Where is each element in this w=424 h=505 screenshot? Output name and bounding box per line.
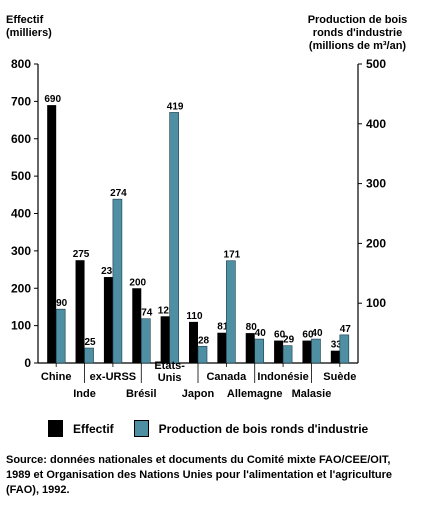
- data-label-effectif: 81: [217, 322, 229, 333]
- bar-effectif: [160, 316, 170, 363]
- left-tick-label: 700: [11, 94, 31, 108]
- legend-swatch-production: [133, 420, 149, 437]
- right-tick-label: 500: [366, 57, 386, 71]
- bar-effectif: [47, 105, 57, 364]
- left-tick-label: 800: [11, 57, 31, 71]
- bar-production: [169, 112, 179, 364]
- bar-effectif: [132, 288, 142, 363]
- bar-production: [140, 318, 151, 364]
- right-axis-title-line1: Production de bois: [307, 14, 408, 26]
- data-label-production: 29: [283, 335, 295, 346]
- bar-effectif: [245, 333, 255, 363]
- source-note: Source: données nationales et documents …: [6, 454, 393, 496]
- data-label-effectif: 110: [186, 311, 203, 322]
- legend-item-effectif: Effectif: [48, 420, 114, 437]
- bar-production: [226, 260, 236, 364]
- data-label-effectif: 200: [129, 277, 146, 288]
- bar-chart: 0 100 200 300 400 500 600 700 800 100 200 300 400 500…: [11, 57, 386, 400]
- category-label: Canada: [206, 371, 247, 383]
- data-label-effectif: 60: [302, 330, 314, 341]
- right-axis-title-line2: ronds d'industrie: [312, 27, 403, 39]
- left-axis-title-line1: Effectif: [6, 14, 44, 26]
- category-label: Indonésie: [257, 371, 308, 383]
- bar-production: [339, 334, 350, 364]
- category-label: Allemagne: [227, 388, 283, 400]
- right-tick-label: 300: [366, 177, 386, 191]
- right-tick-label: 400: [366, 117, 386, 131]
- data-label-effectif: 60: [274, 330, 286, 341]
- data-label-production: 274: [110, 188, 127, 199]
- category-label: Japon: [182, 388, 215, 400]
- bar-effectif: [302, 340, 312, 363]
- bar-production: [282, 345, 293, 364]
- category-label: Inde: [73, 388, 96, 400]
- bar-production: [254, 338, 265, 364]
- bar-production: [197, 345, 208, 364]
- legend-item-production: Production de bois ronds d'industrie: [133, 420, 369, 437]
- category-label: Malasie: [292, 388, 332, 400]
- category-label: Chine: [41, 371, 72, 383]
- left-tick-label: 300: [11, 244, 31, 258]
- data-label-effectif: 33: [331, 340, 343, 351]
- bar-effectif: [330, 350, 340, 363]
- bar-effectif: [274, 340, 284, 363]
- data-label-effectif: 125: [158, 305, 175, 316]
- category-label: Brésil: [126, 388, 157, 400]
- left-tick-label: 600: [11, 132, 31, 146]
- legend-swatch-effectif: [48, 420, 63, 437]
- data-label-production: 419: [167, 101, 184, 112]
- data-label-production: 40: [311, 328, 323, 339]
- bar-production: [112, 198, 123, 364]
- data-label-production: 90: [56, 298, 68, 309]
- data-label-production: 25: [84, 337, 96, 348]
- right-axis-title-line3: (millions de m³/an): [308, 40, 407, 52]
- legend: Effectif Production de bois ronds d'indu…: [48, 420, 388, 437]
- data-label-production: 28: [198, 335, 210, 346]
- left-tick-label: 100: [11, 319, 31, 333]
- bar-effectif: [217, 332, 227, 363]
- category-label: Suède: [323, 371, 356, 383]
- data-label-production: 74: [141, 308, 153, 319]
- left-tick-label: 400: [11, 207, 31, 221]
- data-label-effectif: 690: [44, 94, 61, 105]
- data-label-effectif: 275: [73, 249, 90, 260]
- bar-production: [311, 338, 321, 364]
- bar-effectif: [75, 260, 85, 363]
- legend-label-production: Production de bois ronds d'industrie: [158, 421, 369, 436]
- legend-label-effectif: Effectif: [73, 421, 114, 436]
- bar-effectif: [189, 321, 198, 363]
- bar-production: [55, 308, 66, 364]
- left-tick-label: 0: [24, 356, 31, 370]
- left-axis-title-line2: (milliers): [6, 27, 52, 39]
- data-label-effectif: 80: [246, 322, 258, 333]
- category-label: Etats-Unis: [154, 360, 185, 384]
- right-tick-label: 200: [366, 236, 386, 250]
- bar-effectif: [103, 277, 113, 363]
- left-tick-label: 500: [11, 169, 31, 183]
- bar-production: [84, 347, 94, 364]
- left-axis-title: Effectif (milliers): [6, 14, 52, 40]
- category-label: ex-URSS: [90, 371, 136, 383]
- left-tick-label: 200: [11, 281, 31, 295]
- data-label-production: 47: [340, 324, 352, 335]
- right-axis-title: Production de bois ronds d'industrie (mi…: [295, 14, 420, 53]
- data-label-production: 40: [255, 328, 267, 339]
- right-tick-label: 100: [366, 296, 386, 310]
- data-label-effectif: 230: [101, 266, 118, 277]
- data-label-production: 171: [224, 250, 241, 261]
